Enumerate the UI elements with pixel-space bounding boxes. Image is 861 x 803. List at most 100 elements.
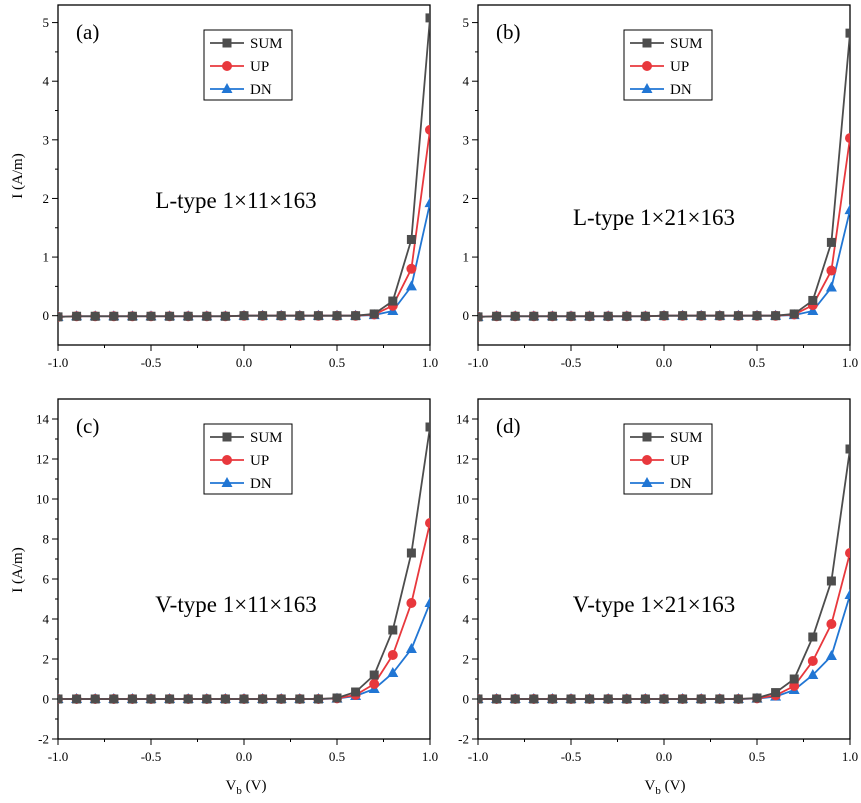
legend-marker-sum bbox=[642, 38, 652, 48]
data-point-sum bbox=[109, 694, 119, 704]
data-point-sum bbox=[351, 687, 361, 697]
x-tick-label: -0.5 bbox=[561, 749, 582, 764]
y-tick-label: 6 bbox=[463, 572, 470, 587]
structure-annotation: V-type 1×11×163 bbox=[155, 592, 317, 617]
legend-label-dn: DN bbox=[250, 82, 272, 98]
series-line-dn bbox=[58, 202, 430, 318]
data-point-up bbox=[845, 548, 850, 558]
y-tick-label: 2 bbox=[463, 191, 470, 206]
x-tick-label: -1.0 bbox=[48, 355, 69, 370]
data-point-dn bbox=[424, 597, 430, 607]
x-tick-label: -1.0 bbox=[48, 749, 69, 764]
y-axis-label-top: I (A/m) bbox=[10, 153, 26, 198]
data-point-sum bbox=[165, 694, 175, 704]
data-point-sum bbox=[258, 311, 268, 321]
data-point-sum bbox=[603, 694, 613, 704]
data-point-up bbox=[826, 265, 837, 276]
data-point-dn bbox=[424, 197, 430, 208]
legend-label-sum: SUM bbox=[250, 36, 283, 52]
data-point-sum bbox=[510, 311, 520, 321]
data-point-sum bbox=[239, 694, 249, 704]
data-point-sum bbox=[585, 311, 595, 321]
data-point-sum bbox=[72, 311, 82, 321]
x-tick-label: 0.0 bbox=[656, 355, 672, 370]
data-point-sum bbox=[733, 311, 743, 321]
x-tick-label: -0.5 bbox=[141, 749, 162, 764]
structure-annotation: L-type 1×21×163 bbox=[573, 205, 735, 230]
data-point-sum bbox=[295, 694, 305, 704]
data-point-dn bbox=[405, 643, 417, 653]
legend-label-dn: DN bbox=[250, 476, 272, 492]
x-tick-label: -1.0 bbox=[468, 355, 489, 370]
data-area bbox=[478, 444, 850, 704]
data-point-up bbox=[826, 619, 837, 629]
data-point-sum bbox=[659, 311, 669, 321]
data-point-dn bbox=[825, 650, 837, 660]
data-point-sum bbox=[845, 444, 850, 454]
y-tick-label: 12 bbox=[456, 452, 469, 467]
data-point-sum bbox=[715, 694, 725, 704]
y-tick-label: 4 bbox=[463, 612, 470, 627]
data-point-sum bbox=[547, 694, 557, 704]
data-point-sum bbox=[332, 693, 342, 703]
data-point-dn bbox=[844, 204, 850, 215]
data-point-sum bbox=[258, 694, 268, 704]
data-point-up bbox=[425, 518, 430, 528]
data-point-sum bbox=[529, 311, 539, 321]
data-point-up bbox=[807, 656, 818, 666]
data-point-sum bbox=[752, 311, 762, 321]
data-point-sum bbox=[696, 311, 706, 321]
y-axis-label-bottom: I (A/m) bbox=[10, 547, 26, 592]
data-point-sum bbox=[127, 694, 137, 704]
x-tick-label: -0.5 bbox=[561, 355, 582, 370]
legend-marker-dn bbox=[641, 477, 653, 487]
x-tick-label: 0.5 bbox=[749, 749, 765, 764]
data-point-up bbox=[387, 650, 398, 660]
legend-marker-dn bbox=[221, 477, 233, 487]
data-point-sum bbox=[478, 312, 483, 322]
data-point-sum bbox=[640, 694, 650, 704]
legend-marker-sum bbox=[642, 432, 652, 442]
data-point-sum bbox=[72, 694, 82, 704]
data-point-sum bbox=[808, 632, 818, 642]
data-point-sum bbox=[529, 694, 539, 704]
data-point-sum bbox=[313, 694, 323, 704]
y-tick-label: 10 bbox=[36, 492, 49, 507]
legend: SUM UP DN bbox=[623, 423, 713, 495]
y-tick-label: 6 bbox=[43, 572, 50, 587]
data-area bbox=[58, 13, 430, 322]
legend-marker-dn bbox=[221, 83, 233, 93]
data-point-sum bbox=[146, 694, 156, 704]
data-point-sum bbox=[239, 311, 249, 321]
data-point-sum bbox=[478, 694, 483, 704]
legend-label-sum: SUM bbox=[250, 430, 283, 446]
chart-panel: -1.0 -0.5 0.0 0.5 1.0 0 1 2 3 4 5 (a) L-type 1×11×16… bbox=[43, 4, 438, 370]
y-tick-label: 2 bbox=[43, 652, 50, 667]
data-point-sum bbox=[332, 311, 342, 321]
data-point-sum bbox=[406, 234, 416, 244]
legend-label-up: UP bbox=[250, 453, 269, 469]
data-point-sum bbox=[678, 311, 688, 321]
data-point-sum bbox=[388, 625, 398, 635]
data-point-up bbox=[406, 598, 417, 608]
x-axis-label-right: Vb (V) bbox=[645, 778, 686, 797]
y-tick-label: -2 bbox=[38, 732, 49, 747]
panel-label: (d) bbox=[496, 414, 521, 438]
y-tick-label: 8 bbox=[463, 532, 470, 547]
data-point-sum bbox=[369, 670, 379, 680]
y-tick-label: 2 bbox=[463, 652, 470, 667]
y-tick-label: 0 bbox=[43, 308, 50, 323]
data-point-sum bbox=[425, 422, 430, 432]
legend-marker-up bbox=[222, 61, 232, 71]
y-tick-label: 14 bbox=[456, 412, 470, 427]
data-point-sum bbox=[771, 311, 781, 321]
y-tick-label: 14 bbox=[36, 412, 50, 427]
data-point-sum bbox=[808, 295, 818, 305]
data-point-sum bbox=[510, 694, 520, 704]
data-point-sum bbox=[547, 311, 557, 321]
x-tick-label: 1.0 bbox=[842, 749, 858, 764]
data-point-sum bbox=[220, 311, 230, 321]
panel-label: (c) bbox=[76, 414, 99, 438]
data-point-sum bbox=[351, 311, 361, 321]
